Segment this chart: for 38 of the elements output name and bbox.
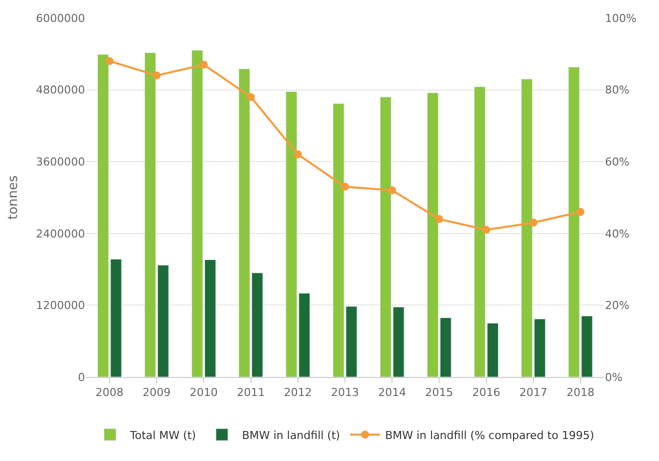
y2-tick-label: 0%	[605, 370, 622, 384]
y-tick-label: 2400000	[36, 227, 85, 240]
point	[388, 186, 396, 194]
point	[152, 71, 161, 80]
x-tick-label: 2010	[190, 386, 218, 400]
y-tick-label: 0	[78, 370, 85, 384]
point	[435, 215, 444, 224]
x-tick-label: 2015	[425, 386, 454, 400]
y2-tick-label: 20%	[605, 299, 630, 312]
point	[576, 208, 584, 216]
y-tick-label: 6000000	[36, 12, 85, 25]
y-axis-title: tonnes	[6, 175, 21, 220]
legend-label: Total MW (t)	[129, 428, 196, 442]
y-tick-label: 1200000	[36, 299, 85, 312]
point	[482, 226, 490, 234]
x-tick-label: 2014	[378, 386, 406, 400]
x-tick-label: 2018	[566, 386, 594, 400]
legend-label: BMW in landfill (t)	[242, 428, 340, 442]
y-tick-label: 3600000	[36, 155, 85, 168]
point	[106, 57, 114, 66]
legend-label: BMW in landfill (% compared to 1995)	[385, 428, 594, 442]
x-tick-label: 2011	[236, 386, 265, 400]
y2-tick-label: 100%	[605, 12, 636, 25]
point	[529, 218, 538, 227]
x-tick-label: 2009	[142, 386, 171, 400]
y2-tick-label: 80%	[605, 84, 630, 97]
point	[200, 60, 208, 69]
point	[294, 150, 302, 158]
x-tick-label: 2012	[284, 386, 312, 400]
y2-tick-label: 60%	[605, 155, 630, 168]
y-tick-label: 4800000	[36, 84, 85, 97]
point	[341, 182, 349, 191]
x-tick-label: 2008	[96, 386, 124, 400]
x-tick-label: 2016	[472, 386, 500, 400]
x-tick-label: 2013	[331, 386, 359, 400]
y2-tick-label: 40%	[605, 227, 630, 240]
point	[246, 92, 255, 101]
x-tick-label: 2017	[519, 386, 548, 400]
